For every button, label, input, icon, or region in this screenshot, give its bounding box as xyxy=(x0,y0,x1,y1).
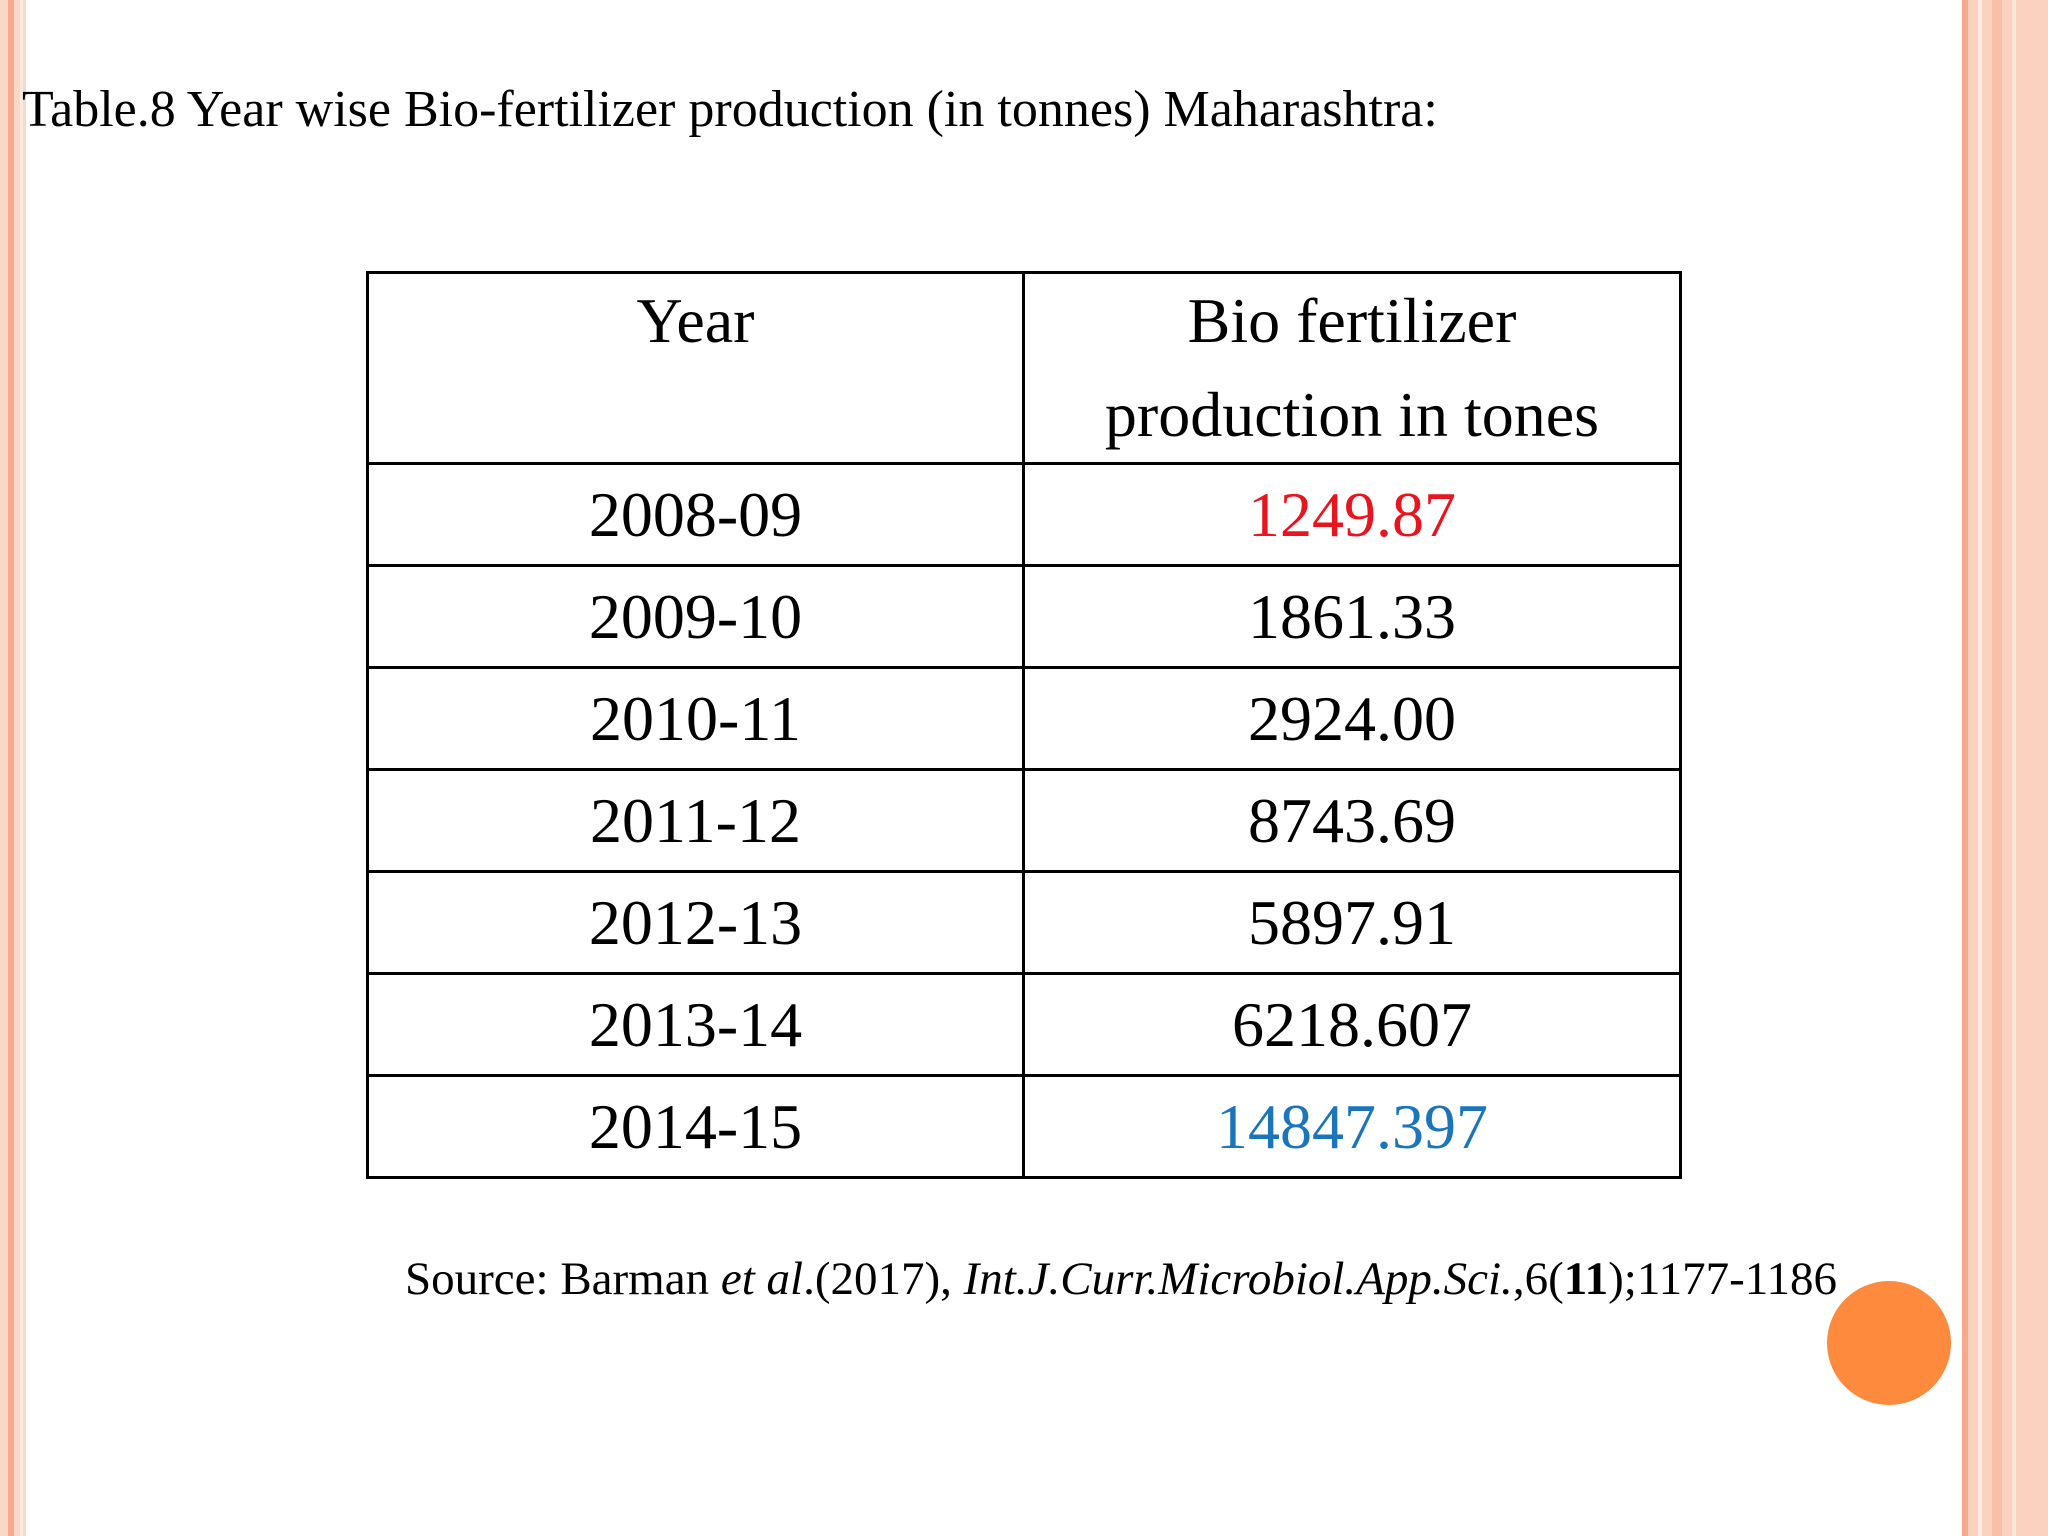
table-row: 2010-11 2924.00 xyxy=(366,666,1682,771)
table-header-row: Year Bio fertilizer production in tones xyxy=(366,271,1682,465)
header-production: Bio fertilizer production in tones xyxy=(1022,271,1682,465)
table-row: 2009-10 1861.33 xyxy=(366,564,1682,669)
source-pages: );1177-1186 xyxy=(1608,1253,1838,1305)
right-border-line xyxy=(2012,0,2016,1536)
table-row: 2013-14 6218.607 xyxy=(366,972,1682,1077)
cell-production: 1861.33 xyxy=(1022,564,1682,669)
source-year: .(2017), xyxy=(803,1253,964,1305)
cell-year: 2010-11 xyxy=(366,666,1025,771)
table-row: 2008-09 1249.87 xyxy=(366,462,1682,567)
cell-year: 2008-09 xyxy=(366,462,1025,567)
cell-year: 2012-13 xyxy=(366,870,1025,975)
table-row: 2011-12 8743.69 xyxy=(366,768,1682,873)
source-issue: 11 xyxy=(1563,1253,1609,1305)
cell-production: 6218.607 xyxy=(1022,972,1682,1077)
table-row: 2012-13 5897.91 xyxy=(366,870,1682,975)
cell-production: 5897.91 xyxy=(1022,870,1682,975)
right-border-line xyxy=(1962,0,1968,1536)
cell-year: 2009-10 xyxy=(366,564,1025,669)
source-prefix: Source: Barman xyxy=(405,1253,721,1305)
header-year: Year xyxy=(366,271,1025,465)
cell-year: 2014-15 xyxy=(366,1074,1025,1179)
cell-year: 2013-14 xyxy=(366,972,1025,1077)
left-border-accent xyxy=(8,0,14,1536)
right-border-line xyxy=(1992,0,2002,1536)
table-row: 2014-15 14847.397 xyxy=(366,1074,1682,1179)
cell-production: 1249.87 xyxy=(1022,462,1682,567)
source-etal: et al xyxy=(720,1253,804,1305)
slide-title: Table.8 Year wise Bio-fertilizer product… xyxy=(22,81,1438,138)
decorative-orange-circle xyxy=(1827,1281,1951,1405)
cell-production: 2924.00 xyxy=(1022,666,1682,771)
right-border-decoration xyxy=(1962,0,2048,1536)
left-border-line xyxy=(20,0,23,1536)
cell-year: 2011-12 xyxy=(366,768,1025,873)
cell-production: 8743.69 xyxy=(1022,768,1682,873)
table-body: 2008-09 1249.87 2009-10 1861.33 2010-11 2924.… xyxy=(366,462,1682,1179)
source-volume: ,6( xyxy=(1512,1253,1564,1305)
source-journal: Int.J.Curr.Microbiol.App.Sci. xyxy=(963,1253,1513,1305)
right-border-line xyxy=(1978,0,1982,1536)
production-table: Year Bio fertilizer production in tones … xyxy=(366,271,1682,1179)
header-production-label: Bio fertilizer production in tones xyxy=(1104,285,1600,450)
source-citation: Source: Barman et al.(2017), Int.J.Curr.… xyxy=(405,1250,1837,1308)
cell-production: 14847.397 xyxy=(1022,1074,1682,1179)
